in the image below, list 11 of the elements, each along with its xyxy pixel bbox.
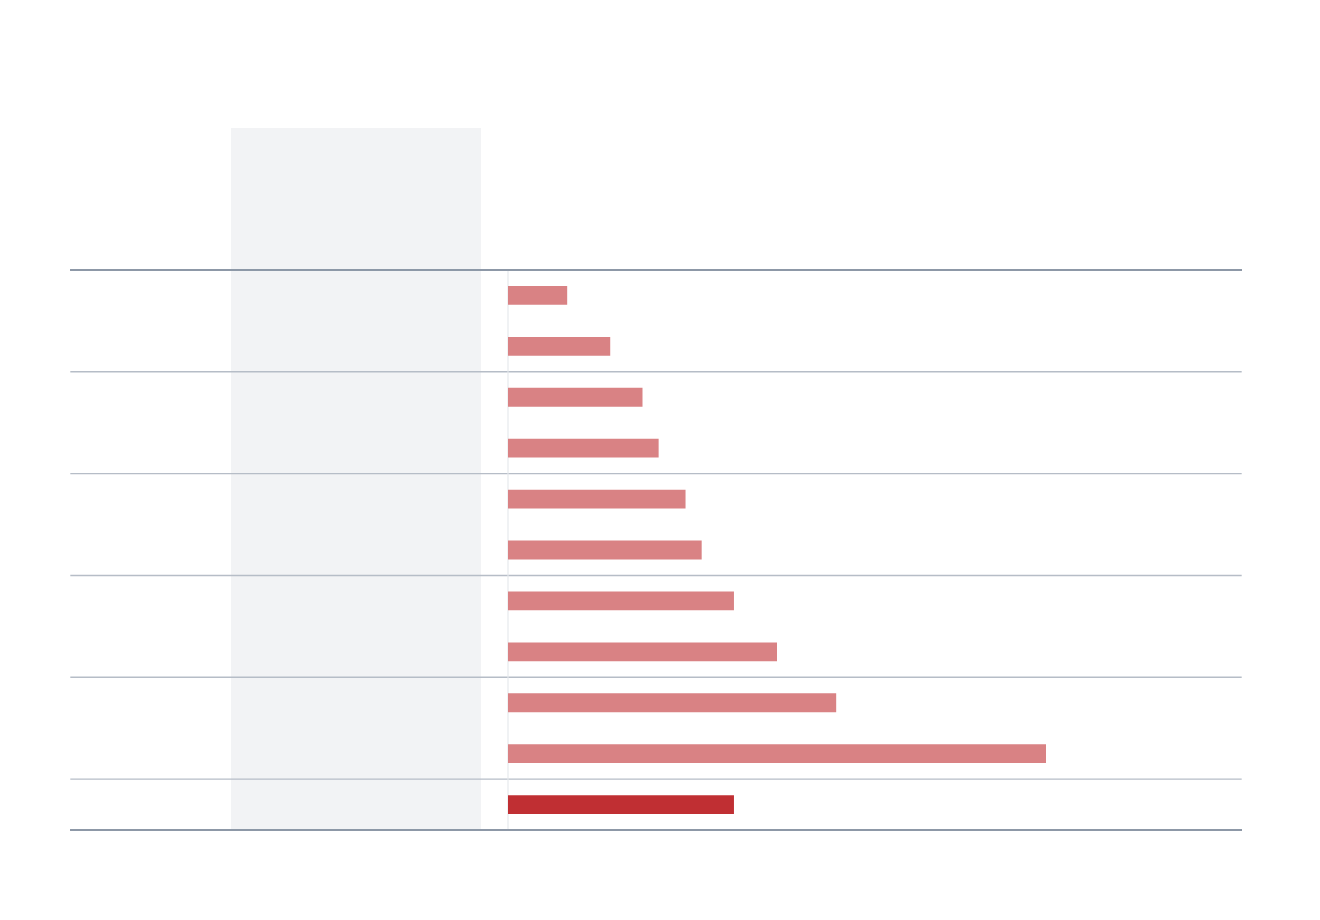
bar xyxy=(508,489,686,509)
bar xyxy=(508,286,568,305)
bar xyxy=(508,591,734,611)
bar xyxy=(508,387,643,407)
bar xyxy=(508,795,734,814)
bar xyxy=(508,540,702,560)
bar xyxy=(508,438,659,458)
bar xyxy=(508,336,611,356)
bar xyxy=(508,744,1046,764)
bar xyxy=(508,693,837,713)
bar xyxy=(508,642,777,662)
